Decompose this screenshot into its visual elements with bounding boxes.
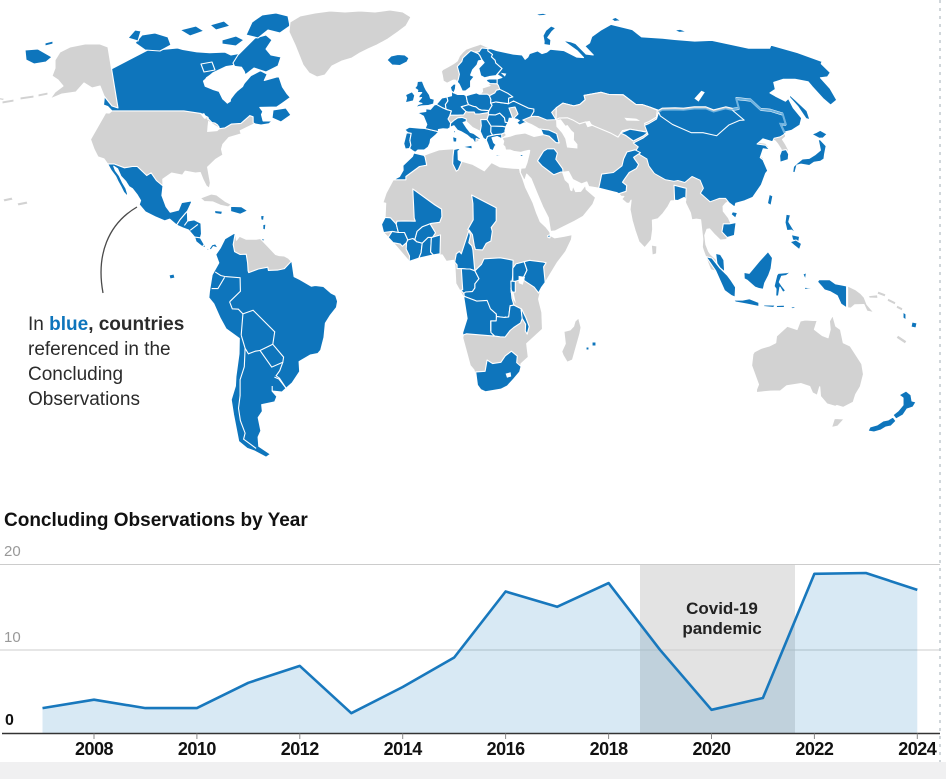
svg-text:2016: 2016 bbox=[487, 739, 526, 759]
svg-text:pandemic: pandemic bbox=[682, 619, 761, 638]
svg-text:Concluding Observations by Yea: Concluding Observations by Year bbox=[4, 510, 308, 531]
svg-text:Covid-19: Covid-19 bbox=[686, 599, 758, 618]
svg-text:0: 0 bbox=[5, 712, 14, 729]
svg-text:2012: 2012 bbox=[281, 739, 320, 759]
svg-text:In blue, countries: In blue, countries bbox=[28, 314, 184, 335]
svg-text:2014: 2014 bbox=[384, 739, 423, 759]
svg-text:Observations: Observations bbox=[28, 389, 140, 410]
svg-text:20: 20 bbox=[4, 543, 21, 560]
svg-text:10: 10 bbox=[4, 629, 21, 646]
svg-text:2010: 2010 bbox=[178, 739, 217, 759]
svg-text:2008: 2008 bbox=[75, 739, 114, 759]
svg-text:2020: 2020 bbox=[692, 739, 731, 759]
svg-text:2024: 2024 bbox=[898, 739, 937, 759]
svg-text:referenced in the: referenced in the bbox=[28, 339, 171, 360]
svg-text:Concluding: Concluding bbox=[28, 364, 123, 385]
svg-text:2022: 2022 bbox=[795, 739, 834, 759]
svg-text:2018: 2018 bbox=[590, 739, 629, 759]
